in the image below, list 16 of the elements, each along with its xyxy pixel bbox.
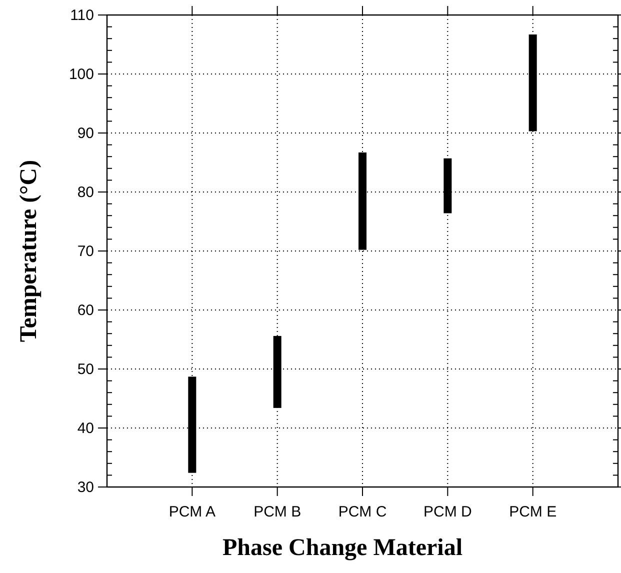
y-tick-label: 110: [70, 6, 94, 24]
x-tick-label: PCM A: [168, 504, 216, 521]
y-tick-label: 70: [77, 242, 94, 260]
x-tick-label: PCM D: [423, 504, 472, 521]
x-tick-label: PCM E: [509, 504, 557, 521]
y-tick-label: 40: [77, 420, 94, 437]
y-tick-label: 80: [77, 184, 94, 201]
y-tick-label: 30: [77, 478, 94, 496]
y-tick-label: 100: [68, 66, 94, 83]
y-tick-label: 50: [77, 360, 94, 378]
y-tick-label: 90: [77, 124, 94, 142]
y-axis-title: Temperature (°C): [16, 160, 42, 342]
x-tick-label: PCM B: [254, 504, 302, 521]
x-axis-title: Phase Change Material: [222, 535, 463, 561]
y-tick-label: 60: [77, 302, 94, 319]
x-tick-label: PCM C: [338, 504, 387, 521]
